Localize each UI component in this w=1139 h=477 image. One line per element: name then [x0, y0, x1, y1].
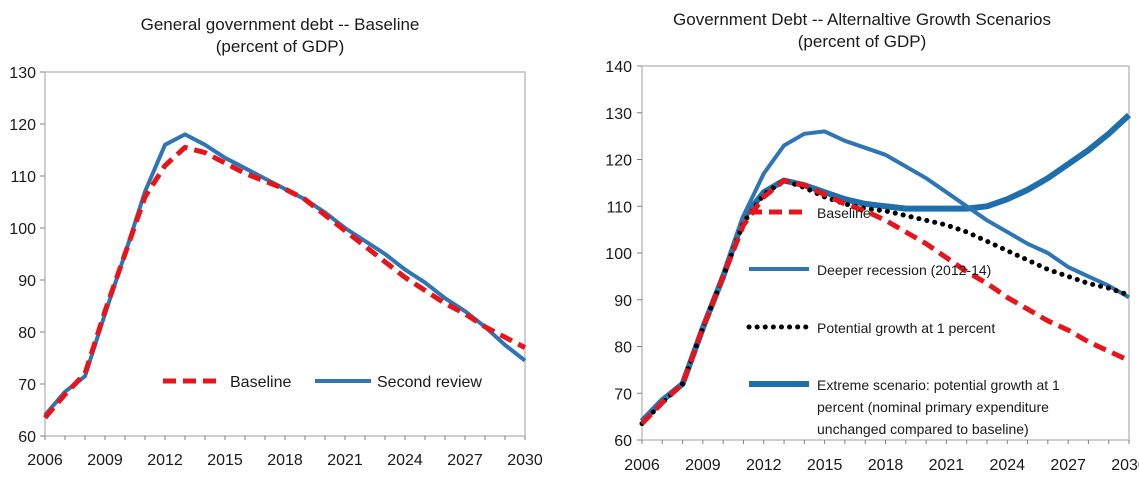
x-tick-label: 2012 [746, 457, 782, 474]
x-tick-label: 2006 [624, 457, 660, 474]
x-tick-label: 2006 [27, 452, 63, 469]
y-tick-label: 70 [18, 377, 36, 394]
legend-label: Potential growth at 1 percent [817, 320, 995, 336]
series-line-0 [640, 178, 1131, 426]
y-tick-label: 140 [605, 59, 632, 76]
chart-svg-scenarios: 60 70 80 90 100 110 120 130 140 2006 2009 2012 2015 2… [605, 59, 1139, 474]
series-line-0 [43, 144, 527, 420]
legend-label: Second review [377, 374, 482, 391]
x-tick-label: 2018 [868, 457, 904, 474]
chart-title-scenarios: Government Debt -- Alternaltive Growth S… [585, 9, 1139, 53]
chart-title-text: Government Debt -- Alternaltive Growth S… [673, 10, 1051, 29]
chart-panel-scenarios: Government Debt -- Alternaltive Growth S… [585, 0, 1139, 477]
y-tick-label: 70 [614, 386, 632, 403]
chart-subtitle-text: (percent of GDP) [797, 32, 927, 51]
chart-panel-baseline: General government debt -- Baseline (per… [0, 0, 560, 477]
x-tick-label: 2030 [507, 452, 543, 469]
x-tick-label: 2021 [929, 457, 965, 474]
x-tick-label: 2030 [1111, 457, 1139, 474]
x-tick-label: 2009 [87, 452, 123, 469]
legend-label: percent (nominal primary expenditure [817, 399, 1049, 415]
legend-label: Deeper recession (2012-14) [817, 262, 991, 278]
legend-label: Baseline [817, 205, 871, 221]
y-tick-label: 90 [18, 273, 36, 290]
x-tick-label: 2009 [685, 457, 721, 474]
y-tick-label: 130 [605, 106, 632, 123]
x-tick-label: 2012 [147, 452, 183, 469]
y-tick-label: 60 [18, 429, 36, 446]
y-tick-label: 100 [9, 221, 36, 238]
y-tick-label: 110 [10, 169, 36, 186]
y-tick-label: 120 [9, 117, 36, 134]
y-tick-label: 120 [605, 153, 632, 170]
y-tick-label: 60 [614, 433, 632, 450]
x-tick-label: 2015 [807, 457, 843, 474]
chart-title-baseline: General government debt -- Baseline (per… [0, 14, 560, 58]
chart-title-text: General government debt -- Baseline [140, 15, 420, 34]
y-tick-label: 80 [18, 325, 36, 342]
y-tick-label: 130 [9, 65, 36, 82]
y-tick-label: 110 [606, 199, 632, 216]
legend-label: Baseline [230, 374, 291, 391]
x-tick-label: 2018 [267, 452, 303, 469]
x-tick-label: 2027 [447, 452, 483, 469]
y-tick-label: 100 [605, 246, 632, 263]
legend-label: unchanged compared to baseline) [817, 421, 1029, 437]
x-tick-label: 2021 [327, 452, 363, 469]
chart-svg-baseline: 60 70 80 90 100 110 120 130 2006 2009 2012 2015 2018… [9, 65, 543, 469]
x-tick-label: 2027 [1050, 457, 1086, 474]
x-tick-label: 2024 [387, 452, 423, 469]
x-tick-label: 2015 [207, 452, 243, 469]
y-tick-label: 80 [614, 340, 632, 357]
x-tick-label: 2024 [989, 457, 1025, 474]
legend-label: Extreme scenario: potential growth at 1 [817, 377, 1060, 393]
chart-subtitle-text: (percent of GDP) [215, 37, 345, 56]
y-tick-label: 90 [614, 293, 632, 310]
